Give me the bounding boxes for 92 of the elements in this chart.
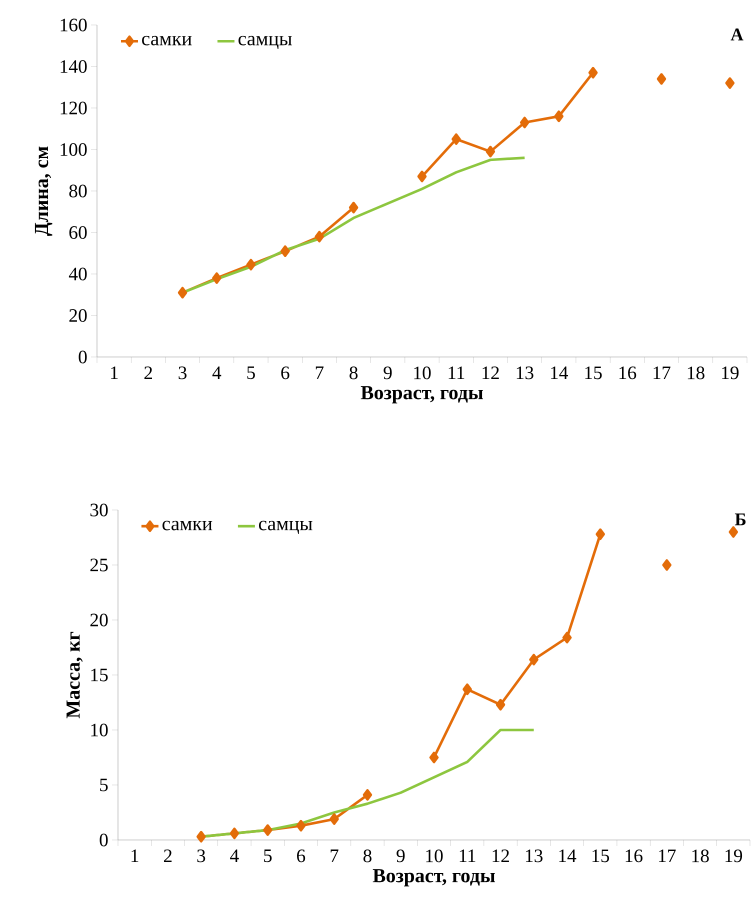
x-tick-label: 6 <box>281 366 290 380</box>
point <box>196 830 206 842</box>
x-tick-label: 18 <box>688 366 704 380</box>
y-tick-label: 120 <box>60 102 87 114</box>
x-tick-label: 2 <box>164 850 172 862</box>
x-tick-label: 12 <box>482 366 499 380</box>
x-tick-label: 13 <box>526 850 543 862</box>
point <box>496 698 506 710</box>
point <box>529 654 538 666</box>
x-tick-label: 17 <box>659 850 676 862</box>
y-tick-label: 20 <box>69 309 87 322</box>
point <box>728 526 738 538</box>
x-tick-label: 19 <box>726 850 742 862</box>
point <box>417 170 427 182</box>
point <box>462 683 472 696</box>
x-tick-label: 15 <box>592 850 610 862</box>
x-tick-label: 19 <box>722 366 739 380</box>
point <box>263 824 272 836</box>
x-tick-label: 12 <box>492 850 509 862</box>
x-tick-label: 11 <box>448 366 464 380</box>
point <box>452 133 461 145</box>
point <box>280 245 290 257</box>
x-tick-label: 4 <box>212 366 222 379</box>
x-tick-label: 5 <box>247 366 255 380</box>
y-tick-label: 100 <box>60 143 87 156</box>
point <box>596 528 605 540</box>
y-tick-label: 160 <box>60 18 87 32</box>
x-tick-label: 10 <box>426 850 443 862</box>
y-tick-label: 15 <box>91 668 108 682</box>
point <box>588 66 598 79</box>
annotation: Б <box>734 514 746 526</box>
point <box>662 559 672 571</box>
x-tick-label: 8 <box>363 850 372 862</box>
x-tick-label: 18 <box>692 850 709 862</box>
x-tick-label: 7 <box>330 850 338 862</box>
y-tick-label: 140 <box>60 60 87 73</box>
x-tick-label: 17 <box>654 366 670 380</box>
x-tick-label: 7 <box>316 366 324 379</box>
x-tick-label: 13 <box>516 366 534 380</box>
y-axis-title: Масса, кг <box>66 632 83 718</box>
point <box>314 230 324 242</box>
x-tick-label: 15 <box>585 366 602 380</box>
point <box>554 110 564 122</box>
y-tick-label: 5 <box>100 778 108 792</box>
x-tick-label: 10 <box>414 366 431 380</box>
point <box>212 272 222 284</box>
point <box>656 73 666 85</box>
x-axis-title: Возраст, годы <box>372 869 495 886</box>
point <box>230 828 240 840</box>
point <box>725 77 735 89</box>
x-tick-label: 9 <box>396 850 405 862</box>
x-tick-label: 11 <box>460 850 476 862</box>
x-tick-label: 16 <box>619 366 636 380</box>
y-tick-label: 0 <box>78 350 87 364</box>
point <box>362 789 372 801</box>
y-tick-label: 60 <box>69 226 87 239</box>
x-tick-label: 1 <box>132 850 138 862</box>
point <box>330 813 339 825</box>
point <box>520 116 530 128</box>
x-tick-label: 3 <box>197 850 206 862</box>
y-tick-label: 40 <box>68 268 87 280</box>
x-tick-label: 9 <box>384 366 392 380</box>
x-tick-label: 6 <box>297 850 306 862</box>
x-tick-label: 16 <box>626 850 642 862</box>
y-tick-label: 80 <box>69 184 87 198</box>
x-tick-label: 14 <box>551 366 568 380</box>
x-tick-label: 14 <box>559 850 576 862</box>
legend-label: самцы <box>258 520 312 534</box>
y-tick-label: 10 <box>91 724 108 736</box>
point <box>178 286 188 298</box>
legend-label: самцы <box>238 36 292 50</box>
point <box>348 202 358 214</box>
x-tick-label: 2 <box>144 366 152 380</box>
x-tick-label: 3 <box>178 366 187 380</box>
y-tick-label: 25 <box>90 558 108 572</box>
point <box>246 258 256 270</box>
x-tick-label: 1 <box>111 366 118 380</box>
y-axis-title: Длина, см <box>34 146 52 236</box>
x-axis-title: Возраст, годы <box>360 386 483 404</box>
x-tick-label: 4 <box>230 850 239 862</box>
point <box>296 820 306 832</box>
y-tick-label: 0 <box>100 834 108 846</box>
y-tick-label: 30 <box>90 504 108 516</box>
x-tick-label: 8 <box>350 366 358 380</box>
point <box>429 752 439 764</box>
legend-label: самки <box>162 520 212 530</box>
annotation: А <box>730 28 744 40</box>
point <box>562 632 572 644</box>
x-tick-label: 5 <box>264 850 272 862</box>
y-tick-label: 20 <box>90 614 108 626</box>
point <box>486 146 496 158</box>
legend-label: самки <box>142 36 192 46</box>
